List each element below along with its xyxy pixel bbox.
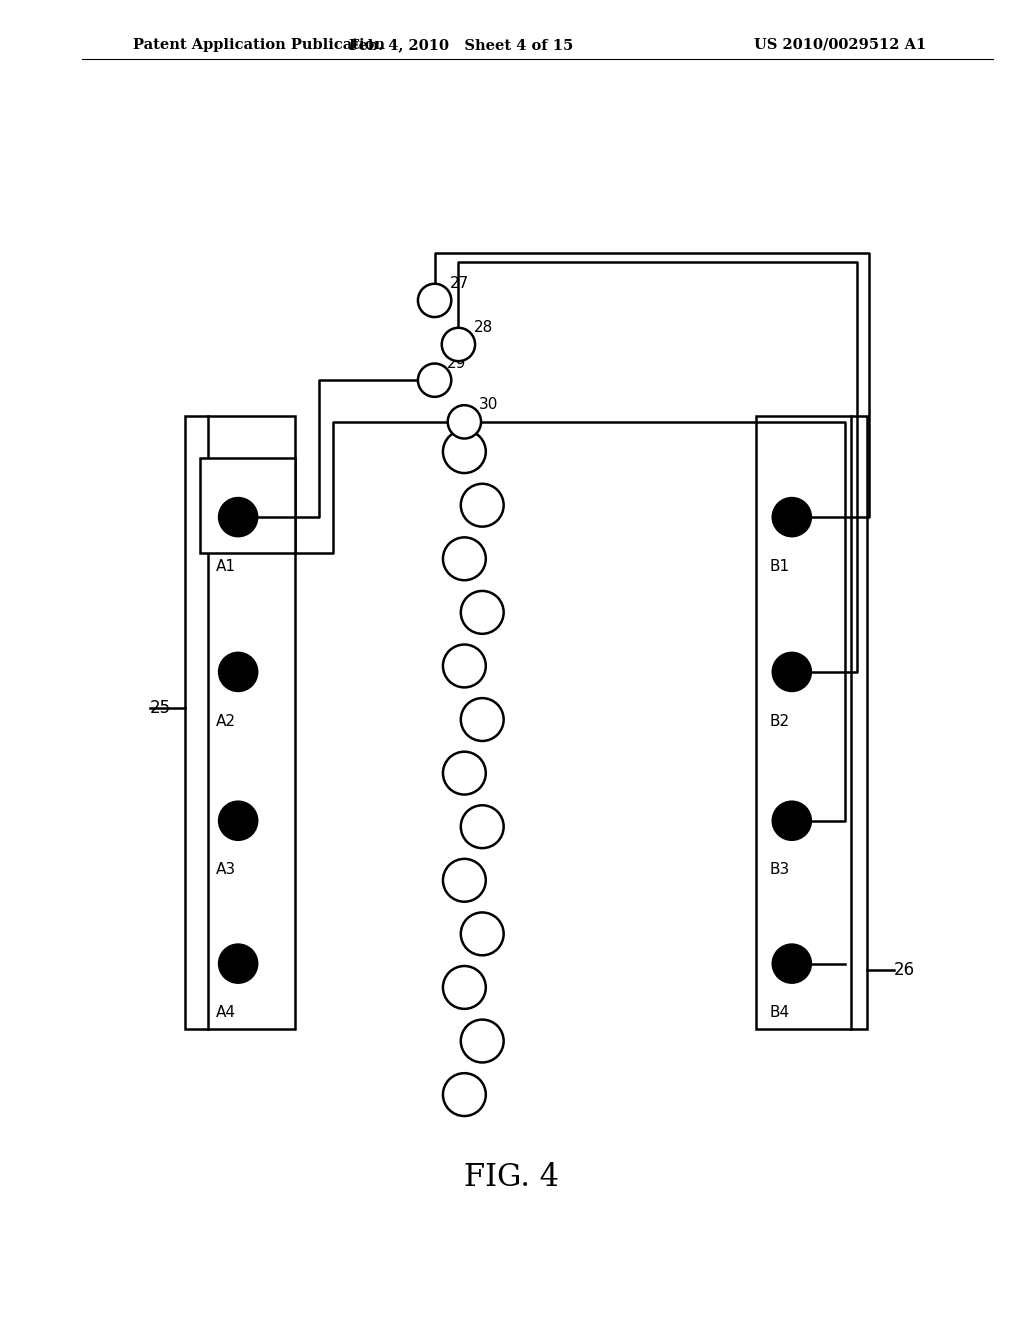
Circle shape <box>219 498 257 536</box>
Text: B1: B1 <box>770 558 790 574</box>
Circle shape <box>461 805 504 849</box>
Circle shape <box>219 945 257 982</box>
Circle shape <box>461 1019 504 1063</box>
Text: US 2010/0029512 A1: US 2010/0029512 A1 <box>754 38 926 51</box>
Text: A3: A3 <box>216 862 237 878</box>
Text: B2: B2 <box>770 714 790 729</box>
Circle shape <box>443 859 485 902</box>
Circle shape <box>773 945 811 982</box>
Text: 25: 25 <box>151 698 171 717</box>
Circle shape <box>461 912 504 956</box>
Circle shape <box>461 698 504 741</box>
Circle shape <box>443 1073 485 1115</box>
Bar <box>756 416 867 1030</box>
Bar <box>184 416 295 1030</box>
Circle shape <box>443 644 485 688</box>
Circle shape <box>441 327 475 362</box>
Circle shape <box>418 363 452 397</box>
Circle shape <box>461 591 504 634</box>
Text: A4: A4 <box>216 1006 237 1020</box>
Circle shape <box>443 430 485 473</box>
Text: Patent Application Publication: Patent Application Publication <box>133 38 385 51</box>
Circle shape <box>443 751 485 795</box>
Text: 27: 27 <box>451 276 469 290</box>
Text: 30: 30 <box>478 397 498 412</box>
Bar <box>200 458 295 553</box>
Text: B3: B3 <box>770 862 791 878</box>
Circle shape <box>443 537 485 581</box>
Circle shape <box>773 653 811 690</box>
Circle shape <box>219 653 257 690</box>
Circle shape <box>219 801 257 840</box>
Circle shape <box>461 483 504 527</box>
Text: A2: A2 <box>216 714 237 729</box>
Circle shape <box>773 801 811 840</box>
Text: B4: B4 <box>770 1006 790 1020</box>
Text: 29: 29 <box>446 355 466 371</box>
Circle shape <box>443 966 485 1008</box>
Text: FIG. 4: FIG. 4 <box>465 1163 559 1193</box>
Text: 26: 26 <box>894 961 915 978</box>
Circle shape <box>447 405 481 438</box>
Text: 28: 28 <box>474 319 494 335</box>
Circle shape <box>773 498 811 536</box>
Circle shape <box>418 284 452 317</box>
Text: A1: A1 <box>216 558 237 574</box>
Text: Feb. 4, 2010   Sheet 4 of 15: Feb. 4, 2010 Sheet 4 of 15 <box>349 38 572 51</box>
